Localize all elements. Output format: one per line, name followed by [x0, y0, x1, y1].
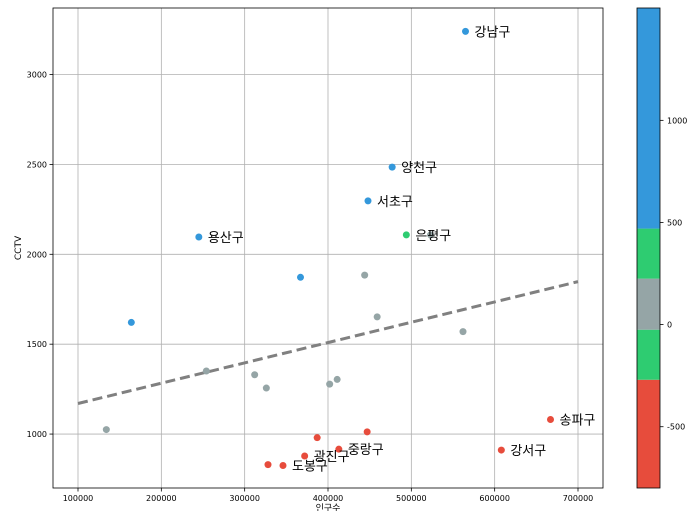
data-point [127, 318, 135, 326]
point-label: 서초구 [377, 195, 413, 210]
x-tick-label: 200000 [146, 494, 177, 503]
data-point [301, 452, 309, 460]
data-points [102, 27, 554, 470]
colorbar-band [637, 278, 660, 330]
colorbar-tick-label: 1000 [667, 116, 687, 125]
x-tick-label: 500000 [396, 494, 427, 503]
y-axis-ticks: 1000 1500 2000 2500 3000 [27, 71, 53, 439]
point-label: 용산구 [208, 231, 244, 246]
point-label: 은평구 [415, 229, 451, 244]
x-tick-label: 400000 [313, 494, 344, 503]
data-point [373, 313, 381, 321]
data-point [364, 197, 372, 205]
data-point [297, 273, 304, 281]
grid-lines [53, 8, 603, 488]
data-point [427, 231, 434, 239]
data-point [497, 446, 505, 454]
y-tick-label: 2500 [27, 160, 47, 169]
data-point [459, 328, 467, 336]
x-tick-label: 100000 [63, 494, 94, 503]
colorbar-tick-label: 0 [667, 321, 672, 330]
trendline-group [77, 280, 579, 405]
x-axis-label: 인구수 [316, 503, 341, 511]
colorbar-band [637, 228, 660, 279]
data-point [202, 367, 210, 375]
data-point [279, 462, 287, 470]
point-label: 강서구 [510, 444, 546, 459]
data-point [402, 231, 410, 239]
data-point [251, 371, 259, 379]
y-tick-label: 1500 [27, 340, 47, 349]
y-tick-label: 1000 [27, 430, 47, 439]
data-point [388, 163, 396, 171]
data-point [547, 416, 554, 424]
y-tick-label: 3000 [27, 71, 47, 80]
data-point [313, 434, 321, 442]
data-point [102, 426, 110, 434]
data-point [262, 384, 270, 392]
y-axis-label: CCTV [14, 235, 24, 260]
colorbar-band [637, 329, 660, 380]
x-tick-label: 700000 [563, 494, 594, 503]
data-point [335, 445, 343, 453]
x-axis-ticks: 100000 200000 300000 400000 500000 600000 7000… [63, 488, 594, 503]
data-point [326, 380, 334, 388]
point-label: 도봉구 [292, 460, 328, 475]
x-tick-label: 300000 [229, 494, 260, 503]
colorbar-band [637, 379, 660, 488]
point-label: 송파구 [560, 414, 596, 429]
data-point [195, 233, 203, 241]
colorbar-tick-label: -500 [667, 423, 685, 432]
trendline [77, 280, 579, 405]
data-point [462, 27, 469, 35]
colorbar-tick-label: 500 [667, 218, 682, 227]
x-tick-label: 600000 [479, 494, 510, 503]
data-point [333, 375, 341, 383]
data-point [264, 461, 272, 469]
point-label: 양천구 [401, 161, 437, 176]
y-tick-label: 2000 [27, 250, 47, 259]
point-label: 광진구 [314, 450, 350, 465]
point-label: 강남구 [475, 25, 511, 40]
point-label: 중랑구 [348, 443, 384, 458]
colorbar-band [637, 8, 660, 229]
data-point [361, 271, 369, 279]
colorbar: -500 0 500 1000 [636, 7, 687, 489]
colorbar-frame [636, 7, 661, 489]
data-point [363, 428, 371, 436]
